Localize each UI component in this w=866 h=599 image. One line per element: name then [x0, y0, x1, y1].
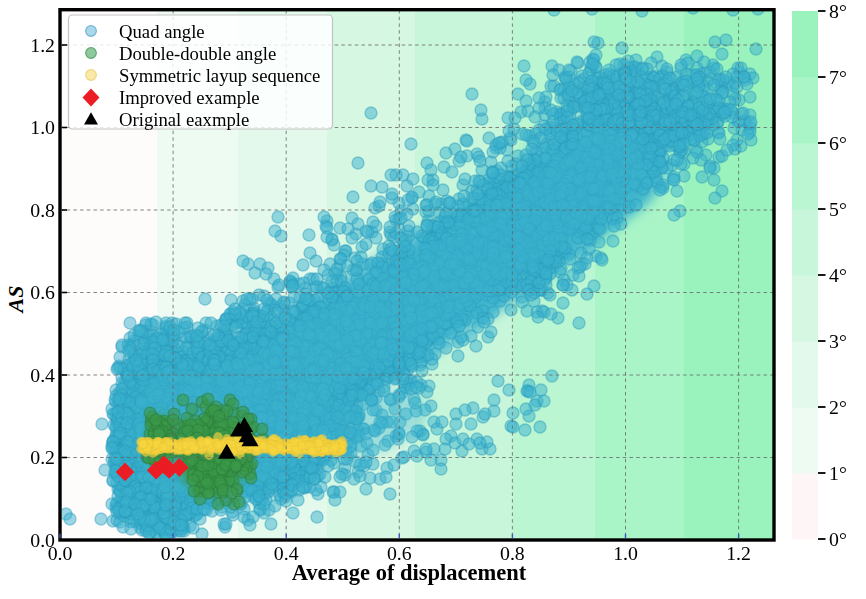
- svg-text:6°: 6°: [829, 132, 847, 154]
- svg-text:5°: 5°: [829, 198, 847, 220]
- svg-text:0.4: 0.4: [30, 364, 55, 386]
- svg-text:Symmetric layup sequence: Symmetric layup sequence: [119, 65, 320, 86]
- svg-text:1.0: 1.0: [30, 116, 55, 138]
- svg-text:Original eaxmple: Original eaxmple: [119, 109, 249, 130]
- svg-text:Average of displacement: Average of displacement: [292, 560, 527, 585]
- svg-text:7°: 7°: [829, 66, 847, 88]
- svg-text:1.2: 1.2: [30, 34, 55, 56]
- svg-text:0.2: 0.2: [161, 542, 186, 564]
- svg-text:0°: 0°: [829, 528, 847, 550]
- svg-text:1°: 1°: [829, 462, 847, 484]
- svg-text:2°: 2°: [829, 396, 847, 418]
- svg-text:Quad angle: Quad angle: [119, 21, 205, 42]
- svg-text:3°: 3°: [829, 330, 847, 352]
- svg-text:AS: AS: [3, 286, 28, 315]
- svg-text:1.0: 1.0: [613, 542, 638, 564]
- svg-text:8°: 8°: [829, 0, 847, 22]
- svg-text:0.6: 0.6: [30, 281, 55, 303]
- svg-text:Double-double angle: Double-double angle: [119, 43, 276, 64]
- svg-text:4°: 4°: [829, 264, 847, 286]
- svg-text:0.0: 0.0: [30, 529, 55, 551]
- svg-text:0.8: 0.8: [30, 199, 55, 221]
- svg-text:1.2: 1.2: [726, 542, 751, 564]
- svg-text:0.2: 0.2: [30, 446, 55, 468]
- svg-text:Improved example: Improved example: [119, 87, 260, 108]
